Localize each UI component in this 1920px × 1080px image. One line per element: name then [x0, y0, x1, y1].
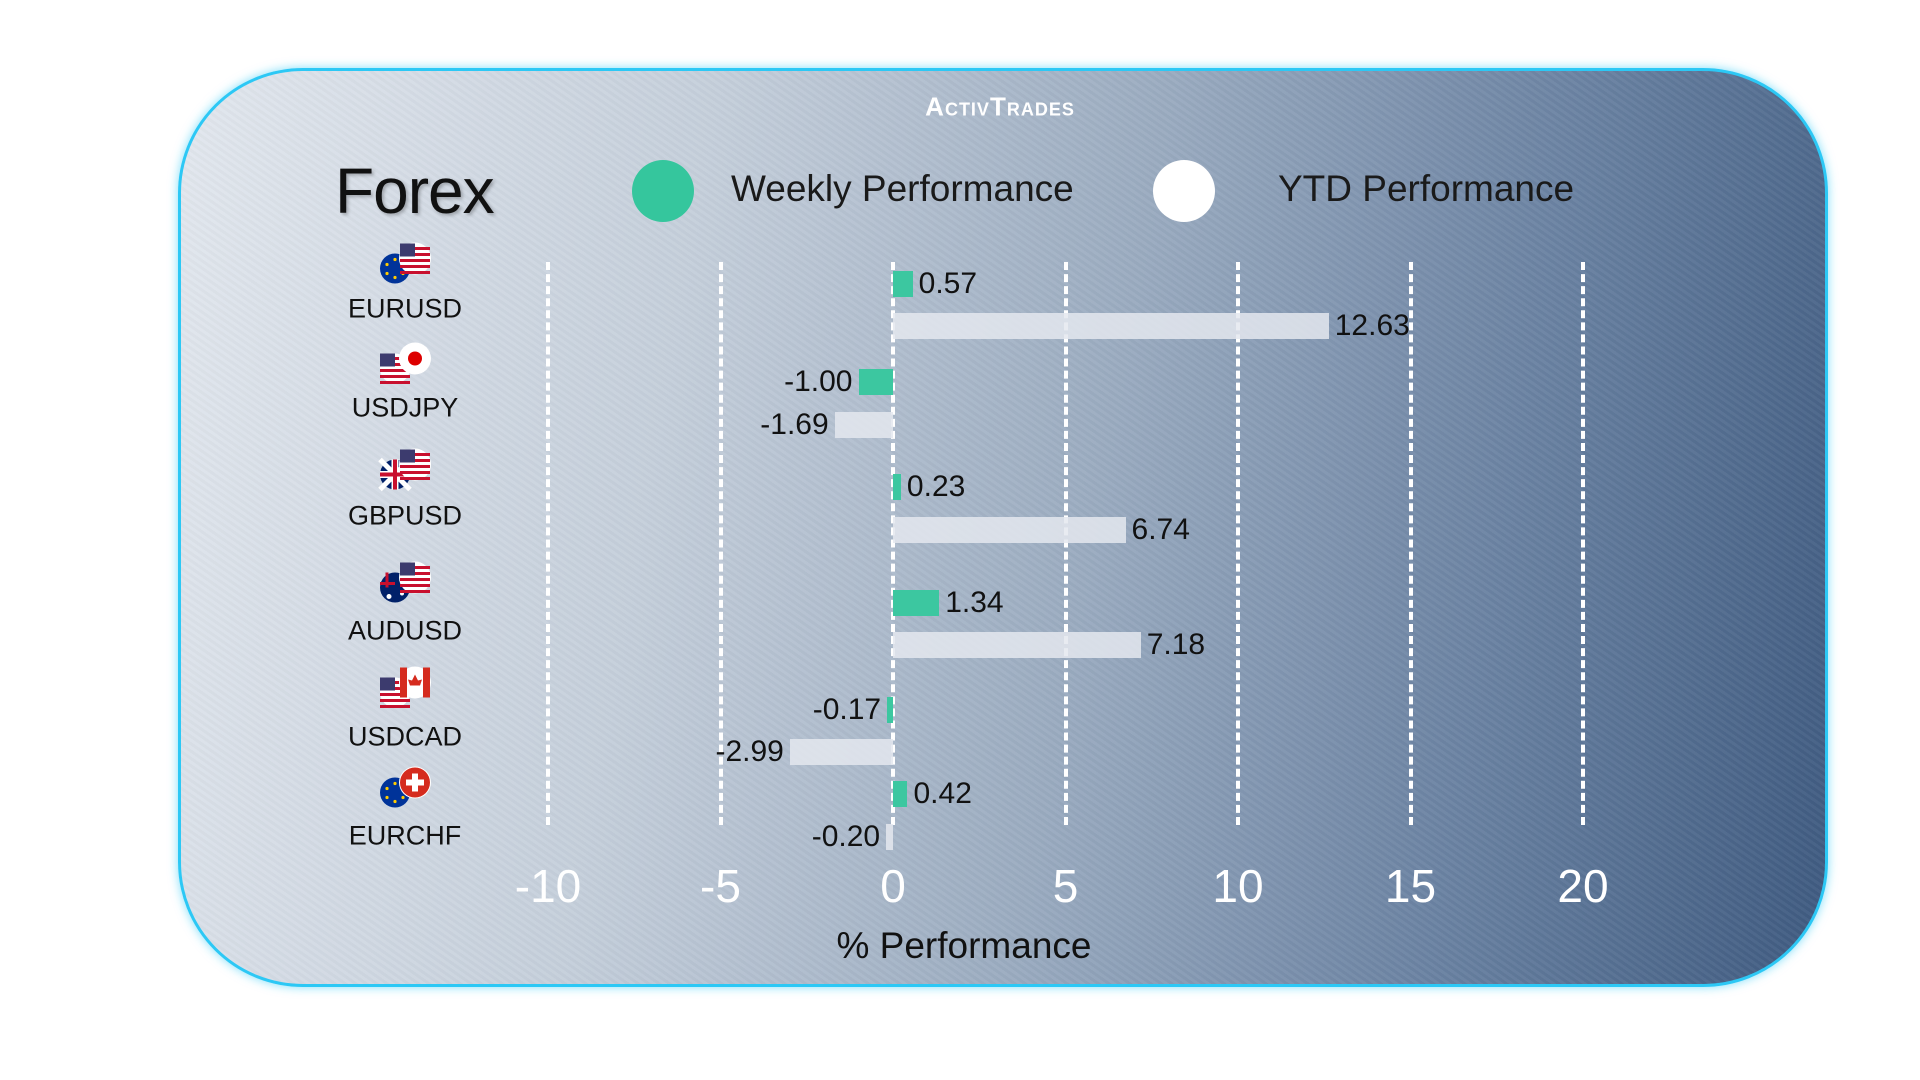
gridline — [1236, 262, 1240, 825]
flag-icon-gbpusd — [377, 448, 433, 497]
flag-icon-eurusd — [377, 242, 433, 291]
ytd-value-label-usdjpy: -1.69 — [760, 408, 829, 441]
x-tick-label: -10 — [514, 860, 582, 912]
weekly-bar-eurchf — [893, 781, 908, 807]
flag-icon-usdjpy — [377, 342, 433, 391]
gridline — [1408, 262, 1413, 825]
weekly-value-label-usdcad: -0.17 — [812, 693, 882, 726]
flag-icon-eurchf — [377, 766, 433, 815]
weekly-value-label-gbpusd: 0.23 — [906, 470, 966, 503]
pair-label-audusd: AUDUSD — [347, 615, 463, 646]
chart-title: Forex — [335, 155, 495, 227]
pair-label-gbpusd: GBPUSD — [347, 500, 463, 531]
gridline — [891, 262, 895, 825]
legend-weekly-marker — [632, 160, 694, 222]
weekly-bar-usdcad — [887, 697, 893, 723]
weekly-bar-gbpusd — [893, 474, 901, 500]
ytd-bar-gbpusd — [893, 517, 1126, 543]
pair-label-usdcad: USDCAD — [347, 721, 463, 752]
gridline — [1581, 262, 1585, 825]
ytd-bar-usdjpy — [834, 412, 893, 438]
gridline — [718, 262, 723, 825]
chart-card — [178, 68, 1828, 987]
legend-weekly-label: Weekly Performance — [731, 168, 1074, 209]
legend-ytd-marker — [1153, 160, 1215, 222]
ytd-value-label-eurusd: 12.63 — [1334, 309, 1410, 342]
weekly-value-label-audusd: 1.34 — [945, 586, 1004, 619]
x-tick-label: -5 — [700, 860, 741, 912]
ytd-value-label-usdcad: -2.99 — [715, 735, 784, 768]
x-axis-label: % Performance — [836, 925, 1092, 966]
pair-label-usdjpy: USDJPY — [351, 392, 459, 423]
x-tick-label: 5 — [1052, 860, 1079, 912]
flag-icon-audusd — [377, 561, 433, 610]
pair-label-eurusd: EURUSD — [347, 293, 463, 324]
x-tick-label: 0 — [880, 860, 906, 912]
weekly-bar-audusd — [893, 590, 940, 616]
ytd-value-label-eurchf: -0.20 — [811, 820, 881, 853]
weekly-bar-eurusd — [893, 271, 913, 297]
x-tick-label: 20 — [1557, 860, 1609, 912]
ytd-value-label-audusd: 7.18 — [1146, 628, 1206, 661]
gridline — [1063, 262, 1068, 825]
pair-label-eurchf: EURCHF — [348, 820, 462, 851]
ytd-bar-eurchf — [886, 824, 893, 850]
x-tick-label: 15 — [1384, 860, 1437, 912]
legend-ytd-label: YTD Performance — [1278, 168, 1575, 209]
ytd-bar-audusd — [893, 632, 1141, 658]
weekly-value-label-eurchf: 0.42 — [913, 777, 972, 810]
ytd-bar-usdcad — [789, 739, 893, 765]
flag-icon-usdcad — [377, 666, 433, 715]
x-tick-label: 10 — [1212, 860, 1264, 912]
weekly-value-label-usdjpy: -1.00 — [784, 365, 853, 398]
activtrades-logo: ActivTrades — [925, 91, 1075, 122]
ytd-bar-eurusd — [893, 313, 1329, 339]
ytd-value-label-gbpusd: 6.74 — [1131, 513, 1190, 546]
weekly-bar-usdjpy — [858, 369, 893, 395]
gridline — [546, 262, 550, 825]
weekly-value-label-eurusd: 0.57 — [918, 267, 978, 300]
